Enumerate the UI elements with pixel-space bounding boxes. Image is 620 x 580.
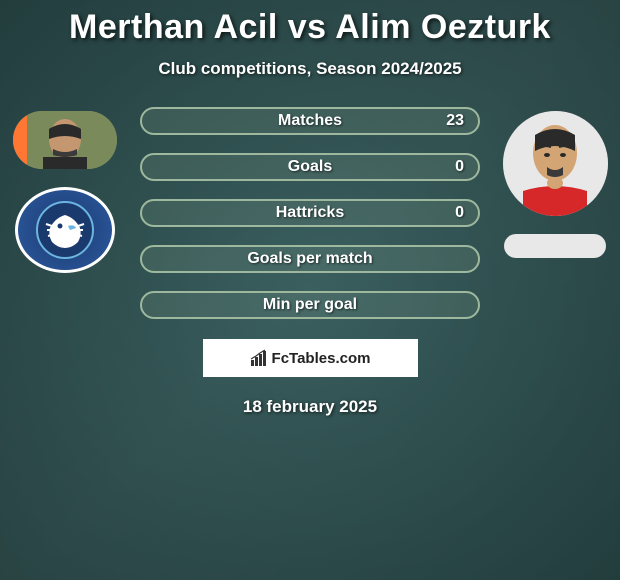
comparison-area: Matches 23 Goals 0 Hattricks 0 Goals per… xyxy=(0,107,620,319)
stat-row-goals: Goals 0 xyxy=(140,153,480,181)
stat-label: Min per goal xyxy=(156,296,464,314)
stats-column: Matches 23 Goals 0 Hattricks 0 Goals per… xyxy=(130,107,490,319)
player-left-avatar xyxy=(13,111,117,169)
stat-label: Hattricks xyxy=(156,204,464,222)
branding-text: FcTables.com xyxy=(272,350,371,367)
branding-box[interactable]: FcTables.com xyxy=(203,339,418,377)
stat-row-hattricks: Hattricks 0 xyxy=(140,199,480,227)
stat-label: Goals per match xyxy=(156,250,464,268)
player-left-column xyxy=(0,107,130,273)
club-left-badge xyxy=(15,187,115,273)
stat-value: 0 xyxy=(455,158,464,176)
stat-row-goals-per-match: Goals per match xyxy=(140,245,480,273)
subtitle: Club competitions, Season 2024/2025 xyxy=(0,59,620,79)
stat-label: Goals xyxy=(156,158,464,176)
stat-row-matches: Matches 23 xyxy=(140,107,480,135)
player-right-column xyxy=(490,107,620,258)
stat-row-min-per-goal: Min per goal xyxy=(140,291,480,319)
page-title: Merthan Acil vs Alim Oezturk xyxy=(0,8,620,47)
stat-label: Matches xyxy=(156,112,464,130)
player-right-avatar xyxy=(503,111,608,216)
chart-icon xyxy=(250,349,268,367)
date-text: 18 february 2025 xyxy=(0,397,620,417)
club-right-badge xyxy=(504,234,606,258)
stat-value: 0 xyxy=(455,204,464,222)
stat-value: 23 xyxy=(446,112,464,130)
